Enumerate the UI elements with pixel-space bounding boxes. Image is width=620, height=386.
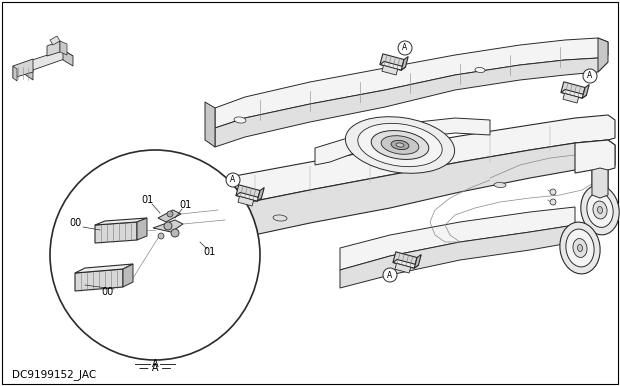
Polygon shape (123, 264, 133, 287)
Polygon shape (393, 259, 418, 268)
Ellipse shape (598, 207, 603, 213)
Circle shape (550, 199, 556, 205)
Ellipse shape (581, 185, 619, 235)
Polygon shape (575, 140, 615, 200)
Text: A: A (402, 44, 407, 52)
Ellipse shape (573, 239, 587, 257)
Ellipse shape (234, 117, 246, 123)
Polygon shape (592, 168, 608, 198)
Polygon shape (153, 220, 183, 232)
Text: 00: 00 (102, 287, 114, 297)
Polygon shape (137, 218, 147, 240)
Polygon shape (393, 252, 417, 268)
Polygon shape (195, 115, 615, 213)
Polygon shape (561, 82, 585, 98)
Text: A: A (231, 176, 236, 185)
Text: 01: 01 (142, 195, 154, 205)
Ellipse shape (358, 124, 442, 167)
Circle shape (583, 69, 597, 83)
Polygon shape (215, 58, 608, 147)
Polygon shape (414, 254, 421, 268)
Polygon shape (215, 38, 608, 128)
Polygon shape (236, 193, 262, 201)
Polygon shape (563, 93, 578, 103)
Polygon shape (195, 140, 615, 248)
Circle shape (550, 189, 556, 195)
Ellipse shape (577, 244, 583, 252)
Polygon shape (561, 90, 587, 98)
Text: A: A (587, 71, 593, 81)
Ellipse shape (381, 136, 419, 154)
Ellipse shape (587, 193, 613, 227)
Ellipse shape (396, 143, 404, 147)
Polygon shape (60, 41, 67, 55)
Polygon shape (257, 188, 264, 201)
Polygon shape (382, 65, 397, 75)
Ellipse shape (494, 183, 506, 188)
Polygon shape (95, 222, 137, 243)
Polygon shape (50, 36, 60, 45)
Polygon shape (380, 61, 405, 70)
Polygon shape (75, 264, 133, 273)
Polygon shape (401, 56, 408, 70)
Circle shape (158, 233, 164, 239)
Ellipse shape (475, 68, 485, 73)
Polygon shape (395, 263, 410, 273)
Ellipse shape (593, 201, 607, 219)
Polygon shape (23, 50, 73, 70)
Text: DC9199152_JAC: DC9199152_JAC (12, 369, 96, 381)
Circle shape (171, 229, 179, 237)
Ellipse shape (560, 222, 600, 274)
Polygon shape (23, 63, 33, 80)
Circle shape (164, 222, 172, 230)
Text: — A —: — A — (139, 363, 171, 373)
Circle shape (383, 268, 397, 282)
Polygon shape (582, 85, 589, 98)
Polygon shape (205, 102, 215, 147)
Circle shape (50, 150, 260, 360)
Polygon shape (238, 196, 254, 206)
Polygon shape (236, 185, 260, 201)
Text: A: A (388, 271, 392, 279)
Ellipse shape (391, 141, 409, 150)
Polygon shape (75, 269, 123, 291)
Ellipse shape (273, 215, 287, 221)
Text: 00: 00 (69, 218, 81, 228)
Text: 01: 01 (204, 247, 216, 257)
Polygon shape (47, 41, 60, 56)
Polygon shape (598, 38, 608, 72)
Circle shape (226, 173, 240, 187)
Text: A: A (152, 359, 158, 369)
Polygon shape (63, 50, 73, 66)
Polygon shape (380, 54, 404, 70)
Circle shape (167, 211, 173, 217)
Polygon shape (158, 210, 181, 222)
Polygon shape (13, 59, 33, 78)
Polygon shape (315, 118, 490, 165)
Polygon shape (95, 218, 147, 225)
Circle shape (398, 41, 412, 55)
Ellipse shape (566, 229, 594, 267)
Polygon shape (183, 178, 195, 248)
Ellipse shape (371, 130, 429, 159)
Text: 01: 01 (179, 200, 191, 210)
Polygon shape (13, 66, 17, 81)
Ellipse shape (345, 117, 454, 173)
Polygon shape (340, 225, 575, 288)
Polygon shape (340, 207, 575, 270)
